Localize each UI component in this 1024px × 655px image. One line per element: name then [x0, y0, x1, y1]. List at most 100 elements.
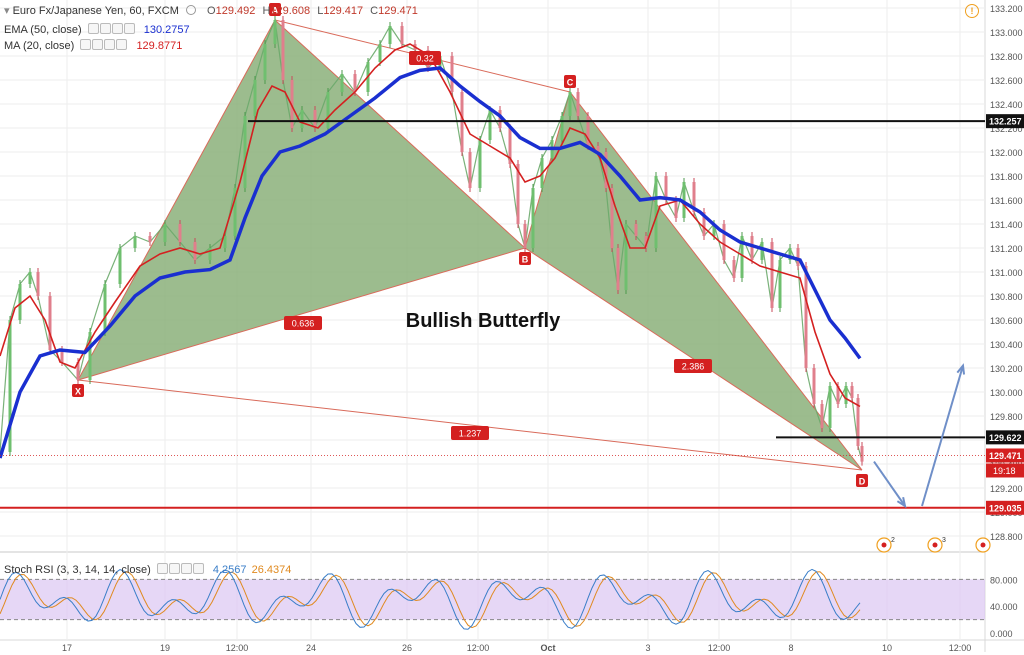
y-tick-label: 132.600 — [990, 76, 1023, 86]
candle-body — [353, 74, 357, 92]
candle-body — [290, 80, 294, 128]
candle-body — [850, 386, 854, 398]
ratio-label: 0.636 — [292, 319, 315, 329]
close-label: C — [370, 5, 379, 17]
y-tick-label: 128.800 — [990, 532, 1023, 542]
candle-body — [674, 200, 678, 218]
candle-body — [508, 128, 512, 164]
candle-body — [281, 20, 285, 80]
info-icon[interactable]: ! — [965, 4, 979, 18]
ma-label: MA (20, close) — [4, 40, 75, 52]
level-tag — [986, 114, 1024, 129]
stoch-legend[interactable]: Stoch RSI (3, 3, 14, 14, close) 4.2567 2… — [4, 563, 291, 576]
ma-settings-buttons[interactable] — [80, 39, 128, 52]
y-tick-label: 130.400 — [990, 340, 1023, 350]
candle-body — [860, 446, 864, 462]
visibility-icon[interactable] — [185, 5, 196, 15]
candle-body — [400, 26, 404, 44]
ema-label: EMA (50, close) — [4, 24, 82, 36]
candle-body — [586, 116, 590, 146]
ratio-tag — [409, 51, 441, 65]
stoch-k-value: 4.2567 — [212, 564, 247, 576]
y-tick-label: 130.200 — [990, 364, 1023, 374]
candle-body — [644, 236, 648, 248]
candle-body — [516, 164, 520, 224]
candle-body — [616, 248, 620, 290]
level-tag-label: 129.035 — [989, 503, 1022, 513]
x-tick-label: 3 — [645, 643, 650, 652]
pattern-point-label: B — [522, 255, 529, 265]
candle-body — [770, 242, 774, 308]
candle-body — [468, 152, 472, 188]
candle-body — [118, 248, 122, 284]
candle-body — [300, 110, 304, 128]
candle-body — [836, 386, 840, 404]
ratio-tag — [451, 426, 489, 440]
candle-body — [450, 56, 454, 92]
candle-body — [148, 236, 152, 242]
candle-body — [740, 236, 744, 278]
ratio-label: 1.237 — [459, 429, 482, 439]
low-value: 129.417 — [323, 5, 364, 17]
stoch-settings-buttons[interactable] — [156, 563, 205, 576]
ratio-label: 0.32 — [416, 54, 434, 64]
x-tick-label: 26 — [402, 643, 412, 652]
candle-body — [610, 188, 614, 248]
candle-body — [326, 92, 330, 128]
x-tick-label: 12:00 — [226, 643, 249, 652]
low-label: L — [317, 5, 324, 17]
high-label: H — [262, 5, 271, 17]
ema-legend[interactable]: EMA (50, close) 130.2757 — [4, 23, 190, 36]
ema-settings-buttons[interactable] — [87, 23, 136, 36]
y-tick-label: 132.000 — [990, 148, 1023, 158]
level-tag — [986, 430, 1024, 445]
y-tick-label: 130.600 — [990, 316, 1023, 326]
candle-body — [820, 404, 824, 428]
candle-body — [36, 272, 40, 296]
candle-body — [624, 224, 628, 290]
candle-body — [712, 224, 716, 236]
event-marker-dot — [980, 542, 986, 548]
y-tick-label: 130.800 — [990, 292, 1023, 302]
pattern-point-label: D — [859, 477, 866, 487]
level-tag-label: 132.257 — [989, 117, 1022, 127]
pattern-point-label: C — [567, 78, 574, 88]
x-tick-label: 19 — [160, 643, 170, 652]
candle-body — [178, 224, 182, 242]
level-tag — [986, 448, 1024, 463]
symbol-header: ▾ Euro Fx/Japanese Yen, 60, FXCM O129.49… — [4, 4, 418, 17]
ema-line — [0, 66, 862, 459]
candle-body — [313, 110, 317, 128]
pattern-point-tag — [856, 474, 868, 487]
pattern-triangle-xab — [76, 19, 526, 381]
ma-legend[interactable]: MA (20, close) 129.8771 — [4, 39, 182, 52]
candle-body — [223, 236, 227, 248]
countdown-tag — [986, 463, 1024, 478]
pattern-annotation: Bullish Butterfly — [406, 310, 561, 332]
y-tick-label: 131.000 — [990, 268, 1023, 278]
x-tick-label: 10 — [882, 643, 892, 652]
ratio-tag — [674, 359, 712, 373]
projection-arrow — [873, 461, 906, 507]
candle-body — [378, 44, 382, 62]
candle-body — [498, 110, 502, 128]
pattern-point-tag — [519, 252, 531, 265]
pattern-point-tag — [269, 3, 281, 16]
candle-body — [788, 248, 792, 260]
x-tick-label: Oct — [540, 643, 555, 652]
candle-body — [634, 224, 638, 236]
collapse-icon[interactable]: ▾ — [4, 5, 10, 17]
y-tick-label: 133.000 — [990, 28, 1023, 38]
candle-body — [760, 242, 764, 260]
x-tick-label: 24 — [306, 643, 316, 652]
x-tick-label: 17 — [62, 643, 72, 652]
candle-body — [253, 80, 257, 116]
candle-body — [103, 284, 107, 332]
candle-body — [163, 224, 167, 242]
level-tag-label: 129.622 — [989, 433, 1022, 443]
event-marker-dot — [881, 542, 887, 548]
projection-arrow — [921, 365, 964, 507]
event-marker-dot — [932, 542, 938, 548]
